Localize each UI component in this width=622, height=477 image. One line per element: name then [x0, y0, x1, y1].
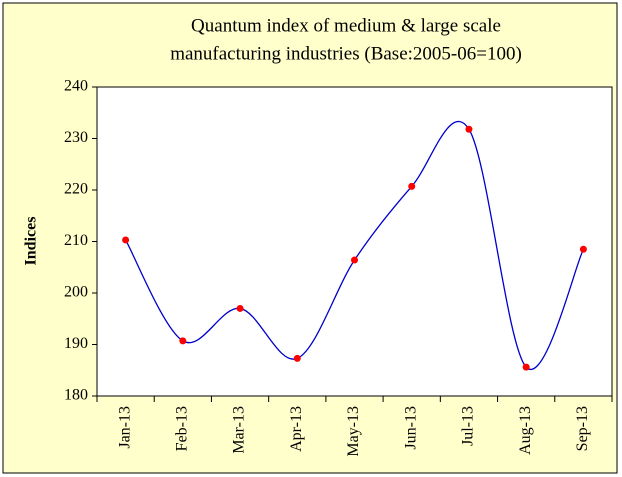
plot-area [96, 86, 613, 397]
y-axis-label: Indices [23, 217, 40, 266]
marker [579, 245, 587, 253]
y-tick-label: 240 [64, 78, 88, 95]
marker [179, 337, 187, 345]
line [125, 120, 584, 371]
marker [522, 363, 530, 371]
marker [351, 256, 358, 264]
chart-title: manufacturing industries (Base:2005-06=1… [170, 43, 522, 64]
x-tick-label: Mar-13 [231, 406, 248, 454]
y-tick-label: 230 [64, 129, 88, 146]
y-tick-label: 210 [64, 232, 88, 249]
x-tick-label: Jun-13 [402, 406, 419, 450]
x-tick-label: May-13 [345, 406, 362, 457]
marker [122, 236, 130, 244]
x-tick-label: Feb-13 [174, 406, 191, 451]
x-tick-label: Aug-13 [517, 406, 534, 455]
marker [465, 125, 473, 133]
marker [236, 304, 244, 312]
x-tick-label: Sep-13 [574, 406, 591, 451]
marker [293, 354, 301, 362]
marker [408, 182, 416, 190]
y-tick-label: 190 [64, 335, 88, 352]
chart-title: Quantum index of medium & large scale [191, 15, 501, 36]
y-tick-label: 220 [64, 181, 88, 198]
x-tick-label: Jul-13 [460, 406, 477, 446]
y-tick-label: 180 [64, 387, 88, 404]
x-tick-label: Apr-13 [288, 406, 305, 452]
y-tick-label: 200 [64, 284, 88, 301]
x-tick-label: Jan-13 [116, 406, 133, 449]
